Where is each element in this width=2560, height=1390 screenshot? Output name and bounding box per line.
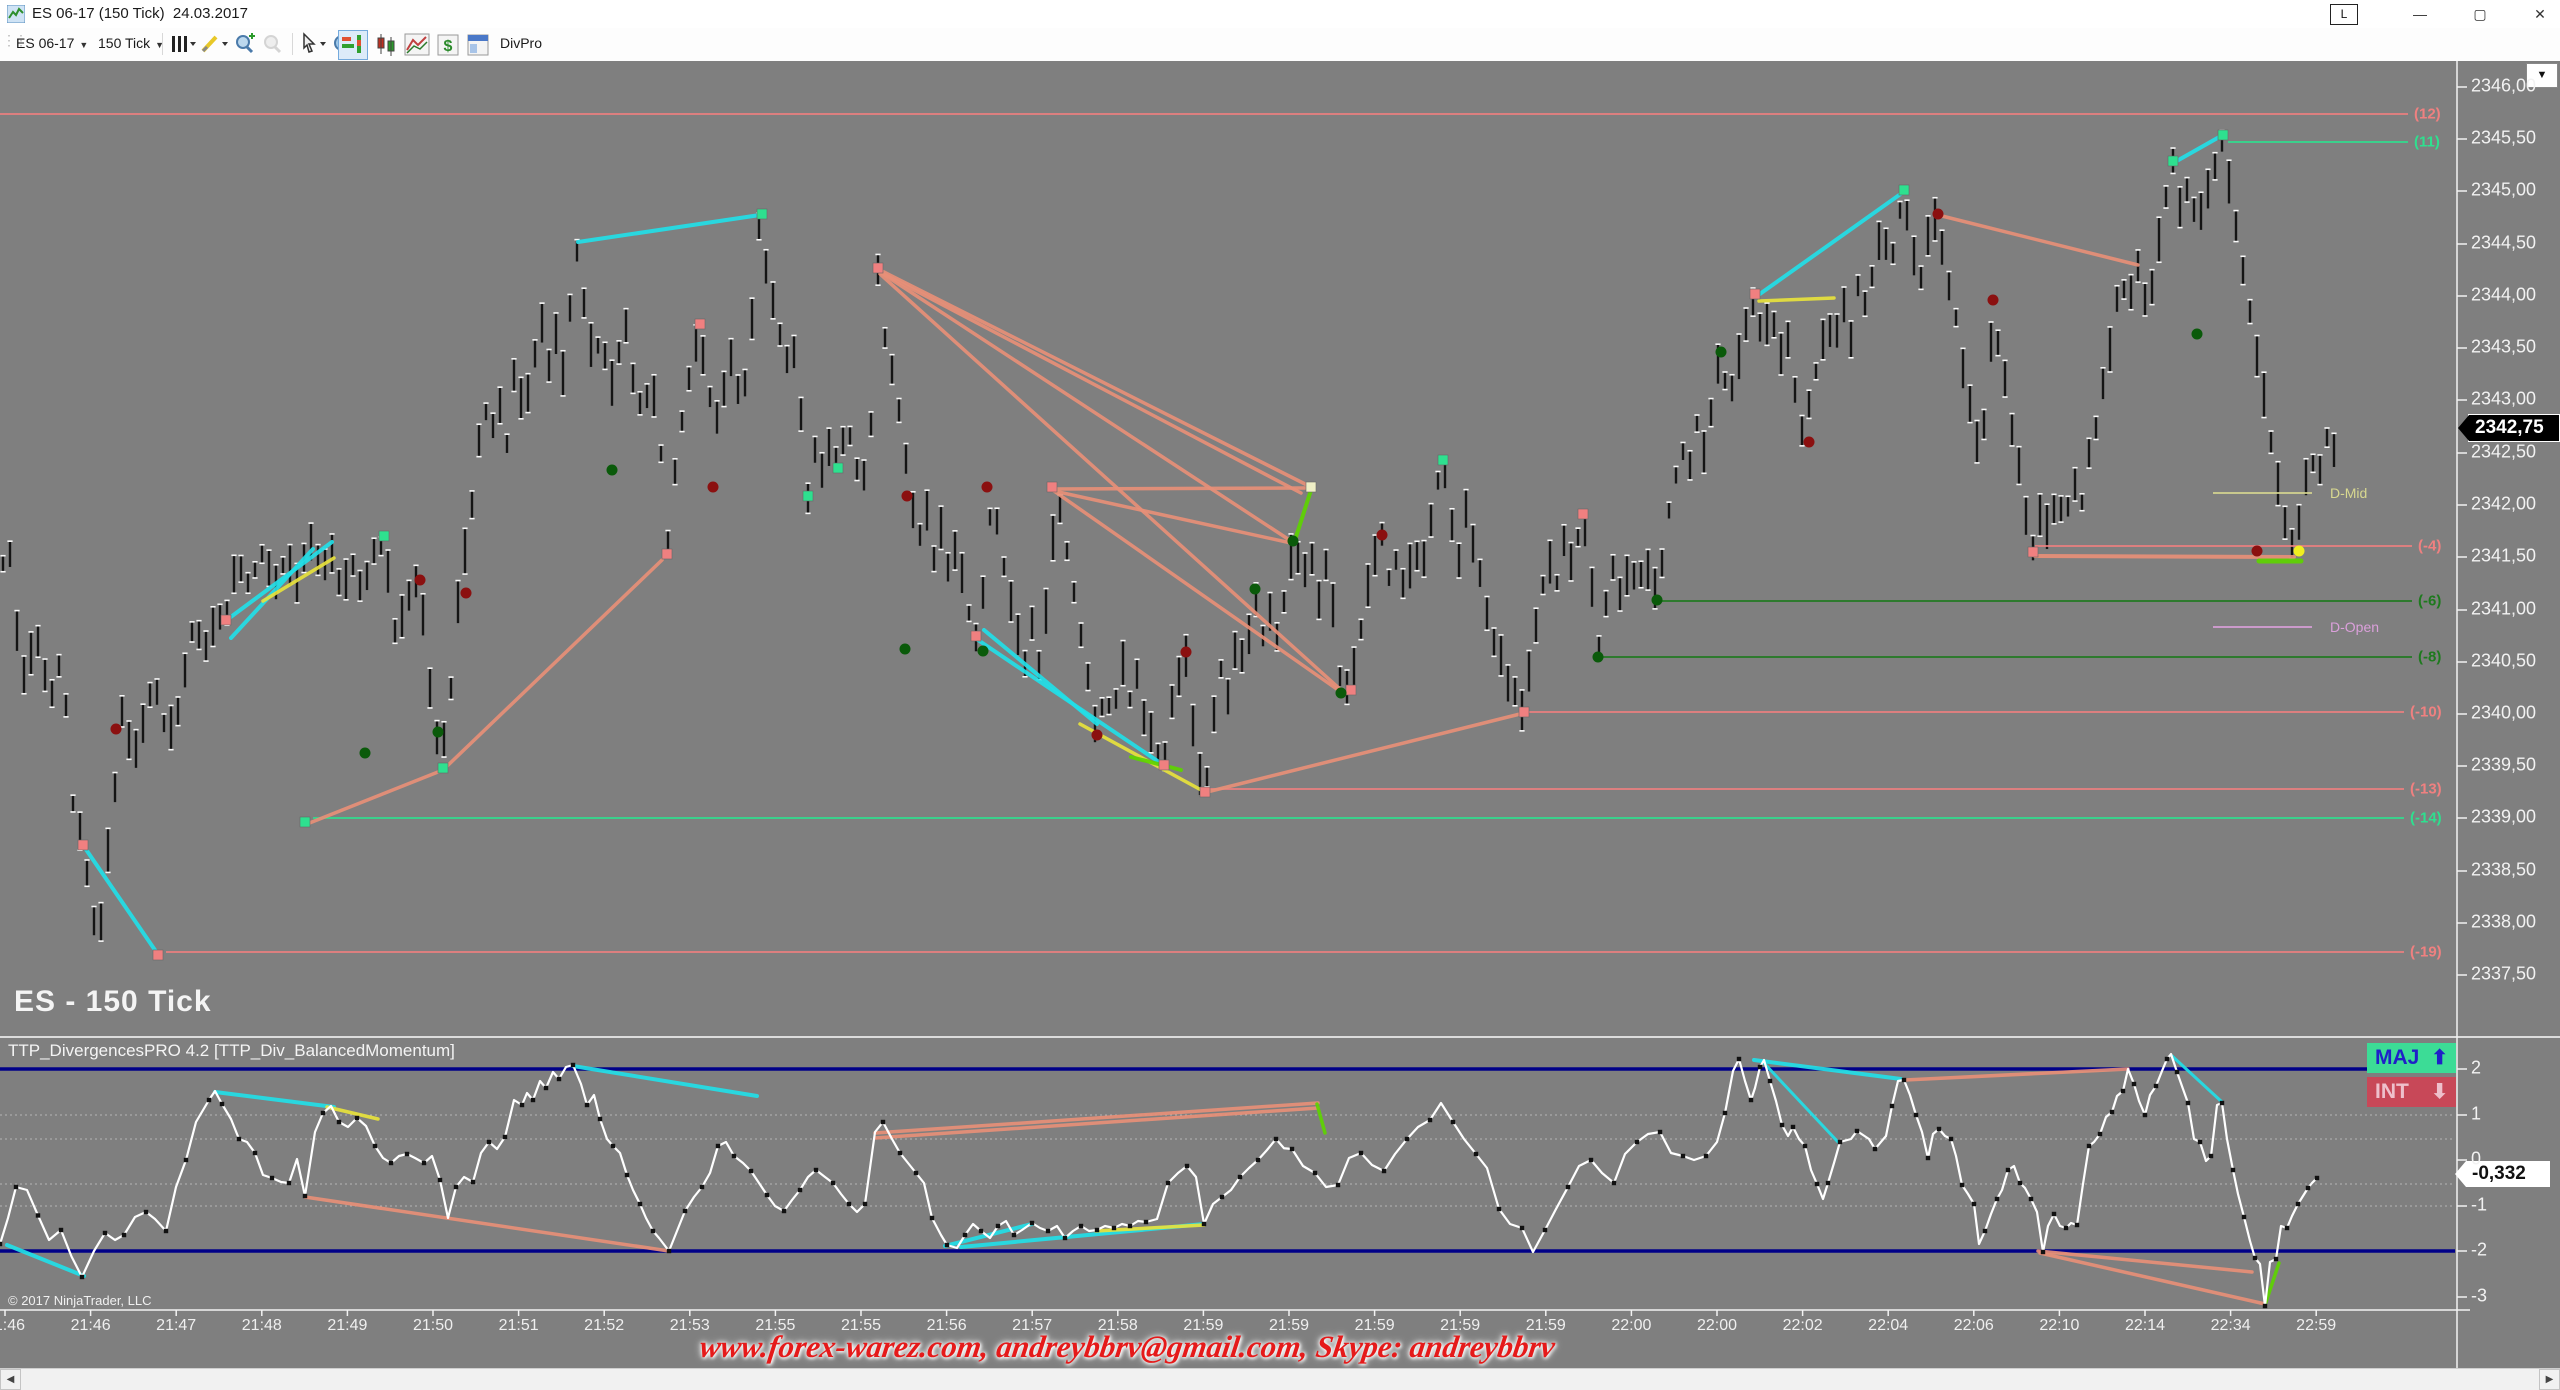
chart-canvas[interactable] [0, 61, 2560, 1368]
zoom-in-icon[interactable] [234, 32, 256, 56]
maximize-button[interactable]: ▢ [2473, 6, 2487, 22]
svg-text:$: $ [444, 38, 453, 55]
indicator-panel-icon[interactable] [466, 32, 492, 58]
instrument-selector[interactable]: ES 06-17 ▼ [16, 35, 89, 51]
minimize-button[interactable]: — [2413, 6, 2427, 22]
chart-style-button[interactable] [338, 30, 368, 60]
cursor-tool-icon[interactable] [300, 32, 330, 56]
title-bar[interactable]: ES 06-17 (150 Tick) 24.03.2017 L — ▢ ✕ [0, 0, 2560, 29]
chevron-down-icon: ▼ [155, 40, 165, 50]
line-chart-icon[interactable] [404, 32, 430, 58]
drawing-tools-icon[interactable] [200, 32, 230, 56]
app-icon [7, 5, 25, 23]
window-title: ES 06-17 (150 Tick) 24.03.2017 [32, 5, 248, 22]
scroll-left-icon[interactable]: ◀ [0, 1369, 21, 1390]
lock-button[interactable]: L [2330, 4, 2358, 25]
scroll-right-icon[interactable]: ▶ [2539, 1369, 2560, 1390]
bar-interval-icon[interactable] [170, 32, 196, 56]
period-selector[interactable]: 150 Tick ▼ [98, 35, 165, 51]
horizontal-scrollbar[interactable] [0, 1368, 2560, 1390]
zoom-out-icon[interactable] [262, 32, 284, 56]
toolbar-grip[interactable]: ⋮⋮ [2, 32, 28, 48]
chevron-down-icon: ▼ [79, 40, 89, 50]
divpro-button[interactable]: DivPro [500, 35, 543, 51]
close-button[interactable]: ✕ [2534, 6, 2546, 22]
dollar-icon[interactable]: $ [436, 32, 460, 58]
candlestick-chart-icon[interactable] [374, 32, 398, 58]
